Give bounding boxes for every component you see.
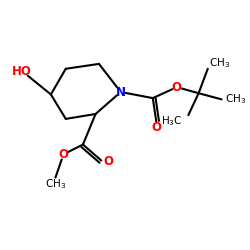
Text: N: N <box>116 86 126 98</box>
Text: O: O <box>172 80 182 94</box>
Text: O: O <box>152 121 162 134</box>
Text: HO: HO <box>12 65 32 78</box>
Text: CH$_3$: CH$_3$ <box>209 56 230 70</box>
Text: O: O <box>58 148 68 161</box>
Text: CH$_3$: CH$_3$ <box>225 92 246 106</box>
Text: CH$_3$: CH$_3$ <box>45 177 66 190</box>
Text: H$_3$C: H$_3$C <box>161 114 182 128</box>
Text: O: O <box>103 155 113 168</box>
